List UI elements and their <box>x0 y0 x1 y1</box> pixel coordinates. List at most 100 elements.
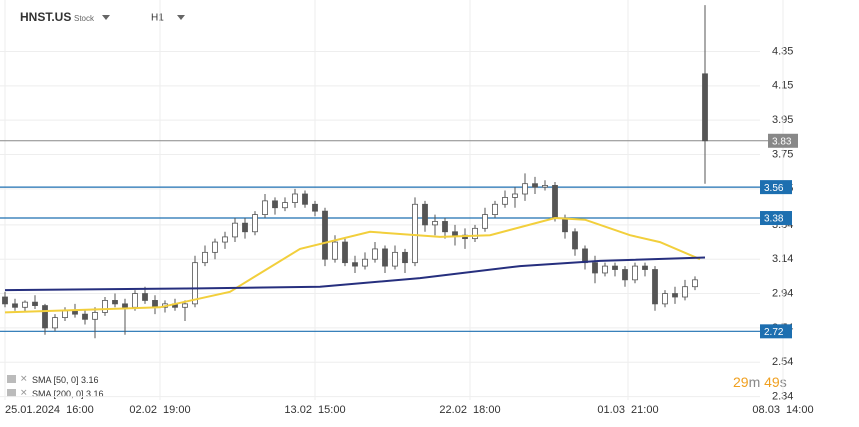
candle-body <box>262 200 268 215</box>
level-label: 3.56 <box>764 183 784 194</box>
candle-body <box>542 185 548 188</box>
symbol[interactable]: HNST.US <box>20 10 71 24</box>
candle-body <box>332 241 338 260</box>
candle-body <box>2 296 8 305</box>
candle-body <box>272 200 278 209</box>
x-tick-label: 22.02 18:00 <box>439 404 500 416</box>
legend-icon <box>7 375 16 383</box>
candle-body <box>212 241 218 253</box>
candle-body <box>32 301 38 306</box>
candle-body <box>152 300 158 308</box>
candle-body <box>572 231 578 250</box>
candle-body <box>672 293 678 298</box>
candle-body <box>682 286 688 298</box>
candle-body <box>52 317 58 329</box>
level-box <box>760 180 792 195</box>
candle-body <box>242 222 248 233</box>
candle-body <box>12 303 18 308</box>
candle-body <box>622 269 628 281</box>
x-tick-label: 02.02 19:00 <box>129 404 190 416</box>
candle-body <box>202 251 208 264</box>
candle-body <box>522 183 528 195</box>
legend-value: 3.16 <box>81 375 99 385</box>
symbol-dropdown[interactable] <box>102 15 110 20</box>
candle-body <box>592 262 598 274</box>
candle-body <box>702 73 708 142</box>
candle-body <box>322 210 328 260</box>
candle-body <box>402 251 408 264</box>
candle-body <box>642 265 648 270</box>
candle-body <box>352 262 358 267</box>
candle-body <box>142 293 148 301</box>
x-tick-label: 01.03 21:00 <box>597 404 658 416</box>
candle-body <box>372 248 378 260</box>
candle-body <box>292 193 298 203</box>
sma-line <box>4 256 706 292</box>
candle-body <box>232 222 238 238</box>
level-label: 2.72 <box>764 327 784 338</box>
symbol-kind: Stock <box>74 14 95 23</box>
interval-dropdown[interactable] <box>177 15 185 20</box>
price-box <box>768 133 798 148</box>
candle-body <box>432 221 438 226</box>
legend-item: SMA [50, 0] 3.16 <box>32 375 99 385</box>
candle-body <box>92 312 98 320</box>
candle-body <box>602 265 608 274</box>
countdown-minutes: 29 <box>733 374 749 390</box>
candle-body <box>512 193 518 198</box>
candle-body <box>652 269 658 305</box>
level-box <box>760 211 792 226</box>
legend-close[interactable]: ✕ <box>20 387 28 397</box>
legend-close[interactable]: ✕ <box>20 373 28 383</box>
x-tick-label: 13.02 15:00 <box>284 404 345 416</box>
candle-body <box>442 221 448 233</box>
candle-body <box>562 217 568 233</box>
candle-body <box>112 300 118 305</box>
candle-body <box>472 227 478 240</box>
sma-legend: ✕ SMA [50, 0] 3.16 ✕ SMA [200, 0] 3.16 <box>7 373 104 399</box>
candle-body <box>662 293 668 305</box>
countdown-unit: m <box>749 374 761 390</box>
candle-body <box>102 300 108 313</box>
candle-body <box>22 301 28 308</box>
candle-body <box>582 248 588 264</box>
candle-body <box>72 310 78 315</box>
candle-body <box>482 214 488 229</box>
candle-body <box>362 258 368 267</box>
candle-body <box>532 183 538 188</box>
candle-body <box>502 197 508 205</box>
candle-body <box>82 313 88 320</box>
candle-body <box>192 262 198 305</box>
candle-body <box>62 310 68 318</box>
interval[interactable]: H1 <box>151 13 164 24</box>
legend-icon <box>7 389 16 397</box>
candle-body <box>412 203 418 264</box>
sma-line <box>4 216 701 314</box>
level-label: 3.38 <box>764 214 784 225</box>
candle-body <box>342 241 348 264</box>
candle-body <box>612 265 618 270</box>
legend-name: SMA [50, 0] <box>32 375 79 385</box>
candle-body <box>312 203 318 212</box>
candle-body <box>282 202 288 209</box>
countdown-seconds: 49 <box>764 374 780 390</box>
candle-body <box>382 248 388 267</box>
level-box <box>760 324 792 339</box>
countdown: 29m 49s <box>733 374 787 390</box>
legend-item: SMA [200, 0] 3.16 <box>32 389 104 399</box>
price-label: 3.83 <box>772 136 792 147</box>
legend-value: 3.16 <box>86 389 104 399</box>
legend-name: SMA [200, 0] <box>32 389 84 399</box>
candle-body <box>392 251 398 267</box>
candle-body <box>132 293 138 308</box>
candle-body <box>692 279 698 288</box>
candle-body <box>182 303 188 308</box>
candle-body <box>452 231 458 236</box>
candle-body <box>422 203 428 226</box>
candle-body <box>42 305 48 329</box>
candle-body <box>302 193 308 205</box>
candle-body <box>552 185 558 219</box>
x-tick-label: 25.01.2024 16:00 <box>5 404 94 416</box>
x-tick-label: 08.03 14:00 <box>752 404 813 416</box>
candle-body <box>252 214 258 233</box>
